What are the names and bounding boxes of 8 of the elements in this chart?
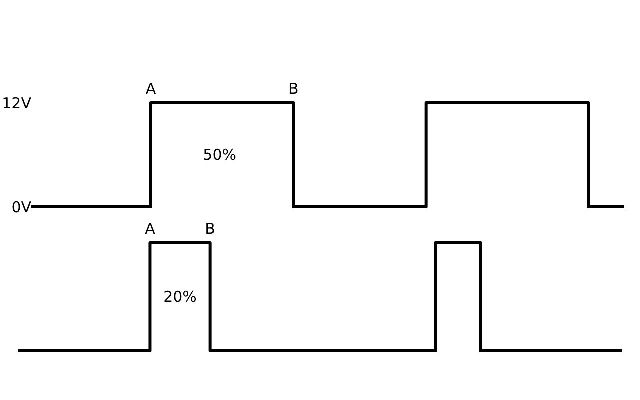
annotation: 20%	[164, 288, 197, 306]
y-tick-label: 0V	[12, 198, 32, 216]
annotation: 50%	[203, 146, 237, 164]
annotation: A	[146, 80, 157, 98]
y-tick-label: 12V	[2, 94, 32, 112]
annotation: B	[288, 80, 299, 98]
annotation: B	[205, 220, 216, 238]
annotation: A	[145, 220, 156, 238]
